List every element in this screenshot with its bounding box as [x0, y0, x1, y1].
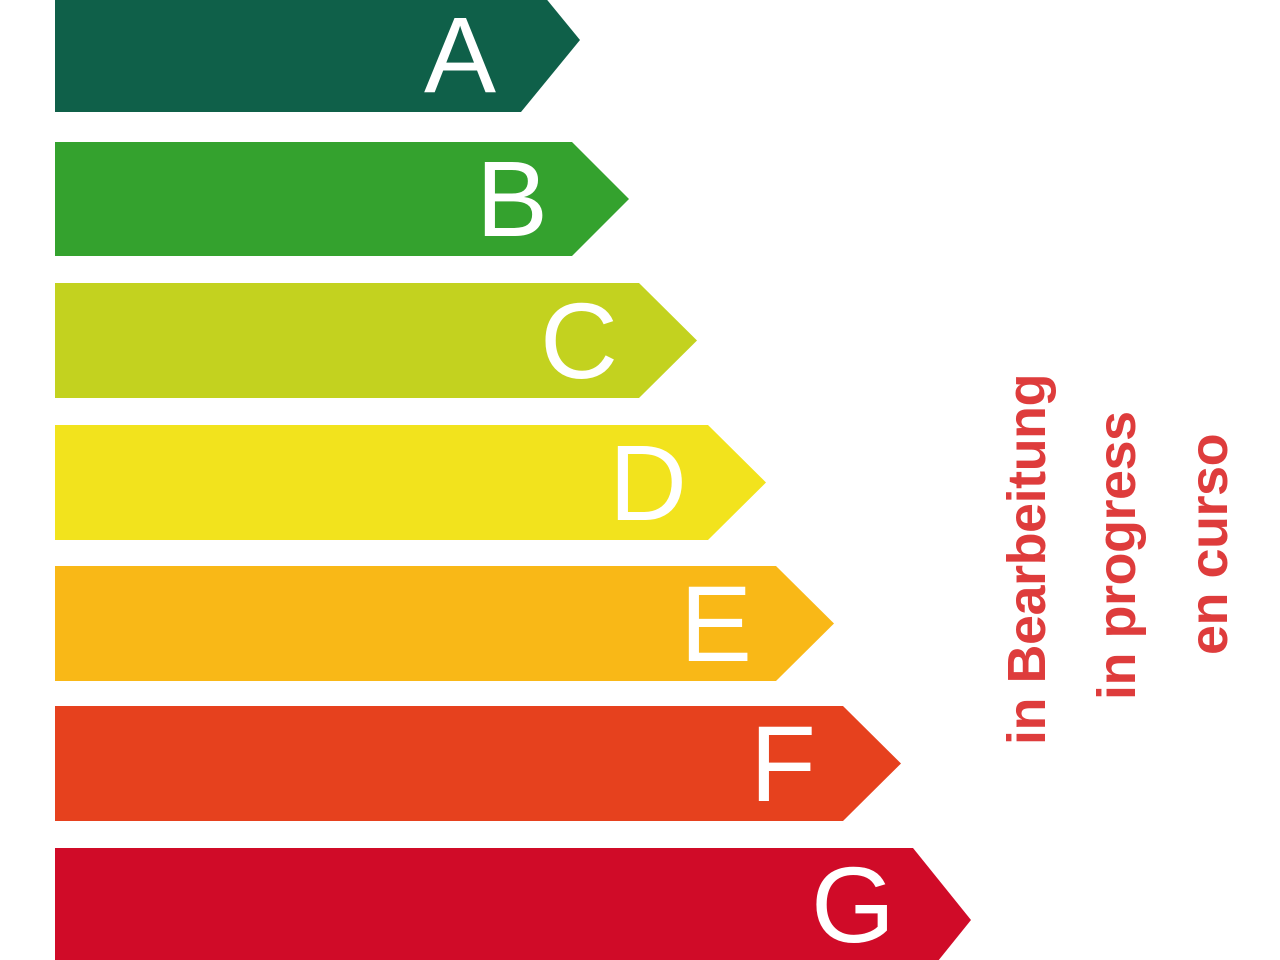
status-caption-de: in Bearbeitung: [997, 373, 1057, 745]
bar-arrow-shape: [55, 142, 629, 256]
energy-class-bar-b: B: [55, 142, 629, 256]
status-caption-en: in progress: [1087, 411, 1147, 700]
energy-class-bar-c: C: [55, 283, 697, 398]
status-captions-group: in Bearbeitung in progress en curso: [970, 0, 1280, 960]
energy-class-bar-d: D: [55, 425, 766, 540]
bar-arrow-shape: [55, 0, 580, 112]
bar-arrow-shape: [55, 283, 697, 398]
energy-class-bar-g: G: [55, 848, 971, 960]
bar-arrow-shape: [55, 566, 834, 681]
bar-arrow-shape: [55, 706, 901, 821]
energy-class-bar-a: A: [55, 0, 580, 112]
energy-class-bar-f: F: [55, 706, 901, 821]
energy-class-bar-e: E: [55, 566, 834, 681]
bar-arrow-shape: [55, 425, 766, 540]
status-caption-es: en curso: [1179, 433, 1239, 655]
bar-arrow-shape: [55, 848, 971, 960]
